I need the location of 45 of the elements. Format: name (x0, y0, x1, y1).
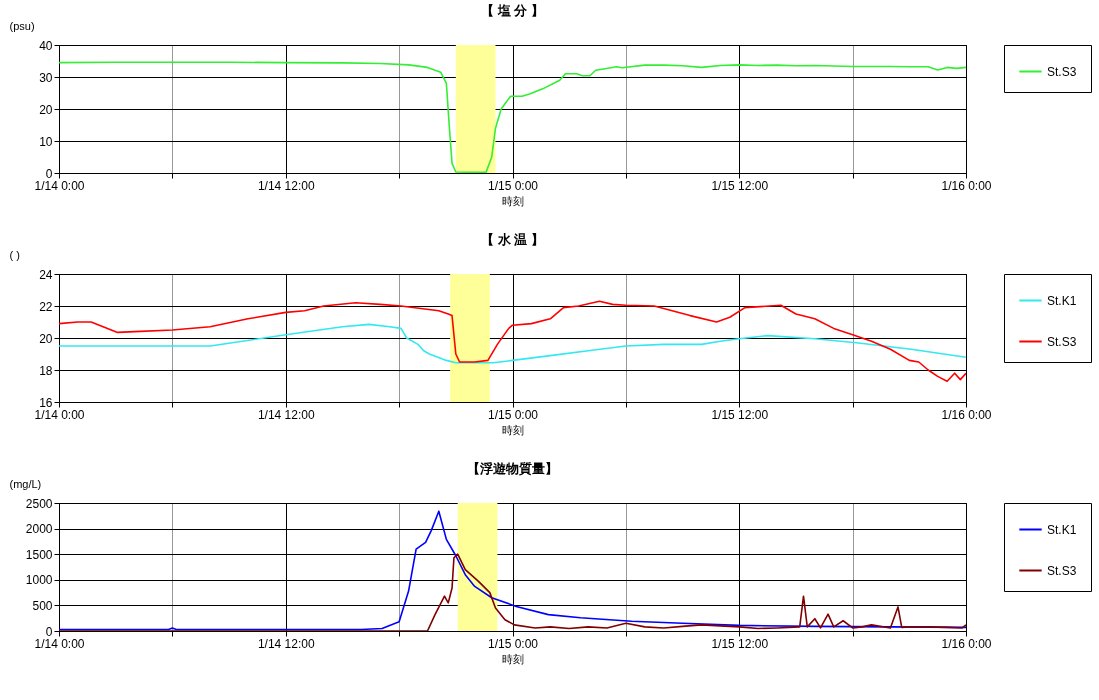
x-tick-label: 1/16 0:00 (941, 178, 992, 193)
y-tick-label: 500 (32, 598, 53, 613)
y-axis-title: (psu) (9, 19, 35, 32)
y-tick-label: 40 (39, 38, 53, 53)
x-tick-label: 1/15 0:00 (487, 407, 539, 422)
y-tick-label: 18 (39, 363, 53, 378)
x-tick-label: 1/16 0:00 (941, 636, 992, 651)
legend-label: St.S3 (1047, 334, 1077, 349)
legend-label: St.K1 (1047, 522, 1077, 537)
chart-title: 【浮遊物質量】 (467, 461, 558, 476)
x-tick-label: 1/14 0:00 (34, 636, 85, 651)
y-axis-title: (mg/L) (9, 477, 42, 490)
x-tick-label: 1/15 12:00 (711, 407, 769, 422)
x-tick-label: 1/15 0:00 (487, 636, 539, 651)
x-tick-label: 1/14 0:00 (34, 178, 85, 193)
x-tick-label: 1/15 12:00 (711, 178, 769, 193)
y-tick-label: 22 (39, 299, 53, 314)
y-tick-label: 0 (45, 166, 53, 181)
x-tick-label: 1/14 12:00 (257, 178, 315, 193)
y-tick-label: 20 (39, 102, 53, 117)
y-tick-label: 2000 (25, 522, 53, 537)
x-tick-label: 1/14 12:00 (257, 636, 315, 651)
y-tick-label: 30 (39, 70, 53, 85)
x-tick-label: 1/15 12:00 (711, 636, 769, 651)
y-tick-label: 1000 (25, 573, 53, 588)
chart-title: 【 塩 分 】 (481, 3, 544, 18)
x-tick-label: 1/14 12:00 (257, 407, 315, 422)
y-tick-label: 16 (39, 395, 53, 410)
y-tick-label: 20 (39, 331, 53, 346)
legend-label: St.S3 (1047, 563, 1077, 578)
legend-label: St.K1 (1047, 293, 1077, 308)
y-tick-label: 0 (45, 624, 53, 639)
legend-label: St.S3 (1047, 64, 1077, 79)
y-tick-label: 10 (39, 134, 53, 149)
x-tick-label: 1/15 0:00 (487, 178, 539, 193)
y-tick-label: 24 (39, 267, 53, 282)
x-tick-label: 1/14 0:00 (34, 407, 85, 422)
y-tick-label: 2500 (25, 496, 53, 511)
y-tick-label: 1500 (25, 547, 53, 562)
x-tick-label: 1/16 0:00 (941, 407, 992, 422)
x-axis-title: 時刻 (502, 652, 524, 665)
x-axis-title: 時刻 (502, 194, 524, 207)
y-axis-title: ( ) (9, 248, 20, 261)
x-axis-title: 時刻 (502, 423, 524, 436)
chart-title: 【 水 温 】 (481, 232, 544, 247)
